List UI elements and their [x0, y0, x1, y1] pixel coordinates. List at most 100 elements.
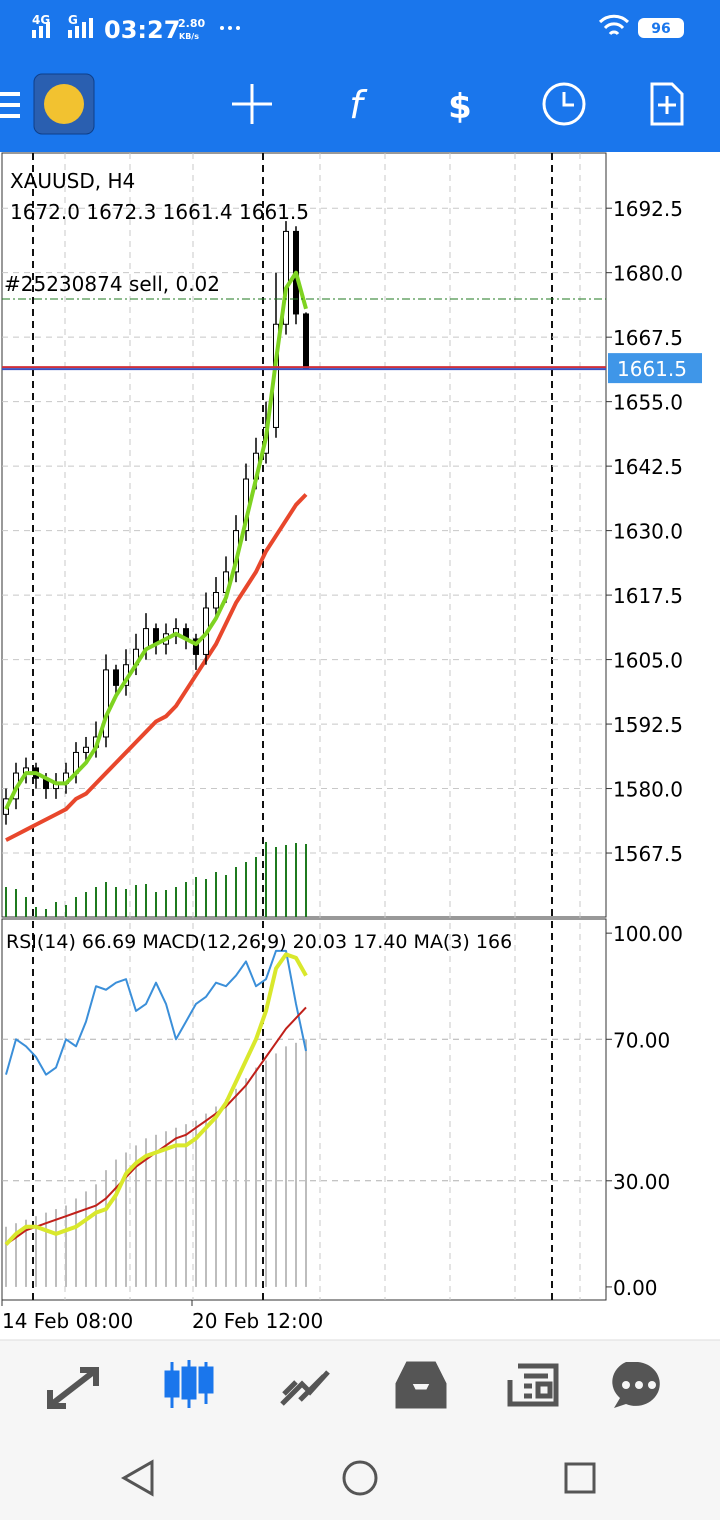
y-tick-label: 1592.5	[613, 713, 683, 737]
volume-bar	[55, 902, 57, 917]
histogram-bar	[155, 1134, 157, 1287]
chat-dots	[622, 1381, 656, 1389]
speed: 2.80	[178, 17, 205, 30]
fast-ma	[4, 270, 308, 811]
home-button[interactable]	[342, 1460, 378, 1496]
histogram-bar	[265, 1060, 267, 1287]
histogram-bar	[165, 1131, 167, 1287]
y-tick-label: 1642.5	[613, 455, 683, 479]
price-badge	[608, 353, 702, 384]
volume-bar	[35, 907, 37, 917]
histogram-bar	[225, 1099, 227, 1287]
histogram-bar	[195, 1120, 197, 1287]
back-button[interactable]	[120, 1459, 154, 1497]
volume-bar	[205, 879, 207, 917]
y-tick-label: 1630.0	[613, 520, 683, 544]
top-bar	[0, 0, 720, 152]
y-tick-label: 1617.5	[613, 584, 683, 608]
candle-body	[113, 669, 119, 686]
volume-bar	[255, 857, 257, 917]
volume-bar	[285, 845, 287, 917]
symbol-title: XAUUSD, H4	[10, 169, 135, 193]
histogram-bar	[205, 1113, 207, 1287]
period-button[interactable]	[542, 82, 586, 126]
histogram-bar	[305, 1039, 307, 1287]
volume-bar	[105, 882, 107, 917]
recents-button[interactable]	[564, 1462, 596, 1494]
histogram-bar	[125, 1152, 127, 1287]
volume-bar	[95, 887, 97, 917]
history-tab[interactable]	[395, 1361, 447, 1409]
indicator-header: RSI(14) 66.69 MACD(12,26,9) 20.03 17.40 …	[6, 931, 512, 953]
histogram-bar	[295, 1042, 297, 1287]
y-tick-label: 1655.0	[613, 391, 683, 415]
volume-bar	[145, 884, 147, 917]
logo-art	[44, 84, 84, 124]
indicator-panel	[1, 918, 607, 1301]
new-order-button[interactable]	[650, 82, 684, 126]
volume-bar	[245, 862, 247, 917]
rsi-line	[5, 949, 307, 1076]
volume-bar	[5, 887, 7, 917]
y-tick-label: 1580.0	[613, 778, 683, 802]
trade-button[interactable]: $	[448, 87, 472, 127]
histogram-bar	[285, 1046, 287, 1287]
menu-button[interactable]	[0, 92, 20, 118]
volume-bar	[195, 877, 197, 917]
bottom-area	[0, 1340, 720, 1520]
volume-bar	[155, 892, 157, 917]
volume-bar	[45, 909, 47, 917]
y-tick-label: 1667.5	[613, 326, 683, 350]
chart-tab[interactable]	[164, 1360, 214, 1408]
slow-ma	[5, 493, 308, 842]
volume-bar	[135, 885, 137, 917]
volume-bar	[305, 844, 307, 917]
histogram-bar	[75, 1198, 77, 1287]
histogram-bar	[55, 1209, 57, 1287]
price-badge-label: 1661.5	[617, 357, 687, 381]
y-tick-label: 100.00	[613, 922, 683, 946]
histogram-bar	[95, 1184, 97, 1287]
y-tick-label: 1692.5	[613, 197, 683, 221]
histogram-bar	[85, 1191, 87, 1287]
histogram-bar	[235, 1088, 237, 1287]
y-tick-label: 1567.5	[613, 842, 683, 866]
candle-body	[193, 638, 199, 655]
histogram-bar	[105, 1170, 107, 1287]
histogram-bar	[25, 1219, 27, 1287]
news-tab[interactable]	[507, 1363, 559, 1407]
candle-body	[213, 592, 219, 609]
network: G	[68, 13, 78, 27]
crosshair-button[interactable]	[232, 84, 272, 124]
battery	[638, 18, 684, 38]
histogram-bar	[175, 1127, 177, 1287]
volume-bar	[85, 892, 87, 917]
volume-bar	[225, 875, 227, 917]
more-icon	[220, 26, 240, 30]
volume-bar	[125, 889, 127, 917]
histogram-bar	[275, 1053, 277, 1287]
histogram-bar	[65, 1205, 67, 1287]
quotes-tab[interactable]	[47, 1367, 99, 1409]
histogram-bar	[115, 1159, 117, 1287]
histogram-bar	[255, 1067, 257, 1287]
ohlc: 1672.0 1672.3 1661.4 1661.5	[10, 200, 309, 224]
histogram-bar	[135, 1145, 137, 1287]
spacer	[606, 1338, 720, 1340]
volume-bar	[185, 882, 187, 917]
y-tick-label: 0.00	[613, 1276, 658, 1300]
order-label: #25230874 sell, 0.02	[4, 272, 220, 296]
volume-bar	[275, 847, 277, 917]
volume-bar	[65, 905, 67, 917]
histogram-bar	[245, 1078, 247, 1287]
macd-line	[4, 952, 308, 1246]
main-panel	[1, 152, 607, 918]
speed-unit: KB/s	[179, 32, 199, 41]
trade-tab[interactable]	[280, 1370, 330, 1406]
volume-bar	[175, 887, 177, 917]
histogram-bar	[45, 1212, 47, 1287]
y-tick-label: 70.00	[613, 1028, 670, 1052]
volume-bar	[25, 897, 27, 917]
time-grid	[64, 153, 581, 1300]
